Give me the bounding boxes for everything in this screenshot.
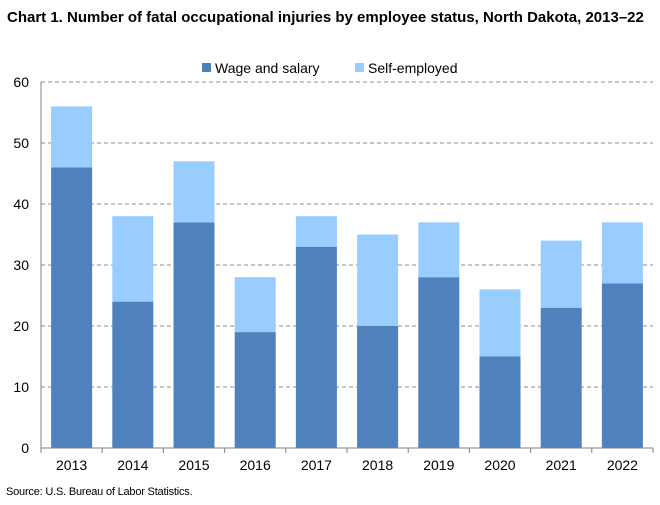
y-tick-label: 50 bbox=[13, 135, 29, 151]
bar-self-employed bbox=[540, 240, 582, 308]
y-tick-label: 0 bbox=[21, 440, 29, 456]
chart-title: Chart 1. Number of fatal occupational in… bbox=[7, 9, 644, 26]
legend-label: Self-employed bbox=[368, 60, 458, 76]
y-tick-label: 60 bbox=[13, 74, 29, 90]
bar-self-employed bbox=[479, 289, 521, 357]
y-tick-label: 20 bbox=[13, 318, 29, 334]
x-tick-label: 2021 bbox=[546, 457, 577, 473]
bar-wage-and-salary bbox=[295, 246, 337, 448]
legend-label: Wage and salary bbox=[215, 60, 320, 76]
bar-self-employed bbox=[418, 222, 460, 278]
stacked-bar-chart: 0 10 20 30 40 50 60 2013 2014 2015 2016 2017 2018 201… bbox=[13, 60, 654, 473]
x-tick-label: 2022 bbox=[607, 457, 638, 473]
x-tick-label: 2017 bbox=[301, 457, 332, 473]
bar-wage-and-salary bbox=[601, 283, 643, 448]
bar-wage-and-salary bbox=[357, 326, 399, 448]
x-tick-label: 2015 bbox=[178, 457, 209, 473]
bar-self-employed bbox=[295, 216, 337, 247]
y-tick-label: 30 bbox=[13, 257, 29, 273]
x-tick-label: 2013 bbox=[56, 457, 87, 473]
bar-wage-and-salary bbox=[479, 356, 521, 448]
bar-self-employed bbox=[601, 222, 643, 284]
legend-swatch bbox=[355, 63, 364, 72]
bar-wage-and-salary bbox=[51, 167, 93, 448]
y-tick-label: 40 bbox=[13, 196, 29, 212]
bar-wage-and-salary bbox=[112, 301, 154, 448]
bar-wage-and-salary bbox=[418, 277, 460, 448]
bar-wage-and-salary bbox=[540, 307, 582, 448]
bar-self-employed bbox=[51, 106, 93, 168]
x-tick-label: 2014 bbox=[117, 457, 148, 473]
bar-self-employed bbox=[112, 216, 154, 302]
y-tick-label: 10 bbox=[13, 379, 29, 395]
x-tick-label: 2019 bbox=[423, 457, 454, 473]
bar-self-employed bbox=[234, 277, 276, 333]
x-tick-label: 2018 bbox=[362, 457, 393, 473]
bar-self-employed bbox=[173, 161, 215, 223]
bar-self-employed bbox=[357, 234, 399, 326]
x-tick-label: 2016 bbox=[240, 457, 271, 473]
bar-wage-and-salary bbox=[234, 332, 276, 448]
legend-swatch bbox=[202, 63, 211, 72]
bar-wage-and-salary bbox=[173, 222, 215, 448]
bars bbox=[51, 106, 643, 448]
legend: Wage and salary Self-employed bbox=[202, 60, 458, 76]
axes: 0 10 20 30 40 50 60 2013 2014 2015 2016 2017 2018 201… bbox=[13, 74, 654, 473]
x-tick-label: 2020 bbox=[484, 457, 515, 473]
source-note: Source: U.S. Bureau of Labor Statistics. bbox=[6, 486, 193, 498]
